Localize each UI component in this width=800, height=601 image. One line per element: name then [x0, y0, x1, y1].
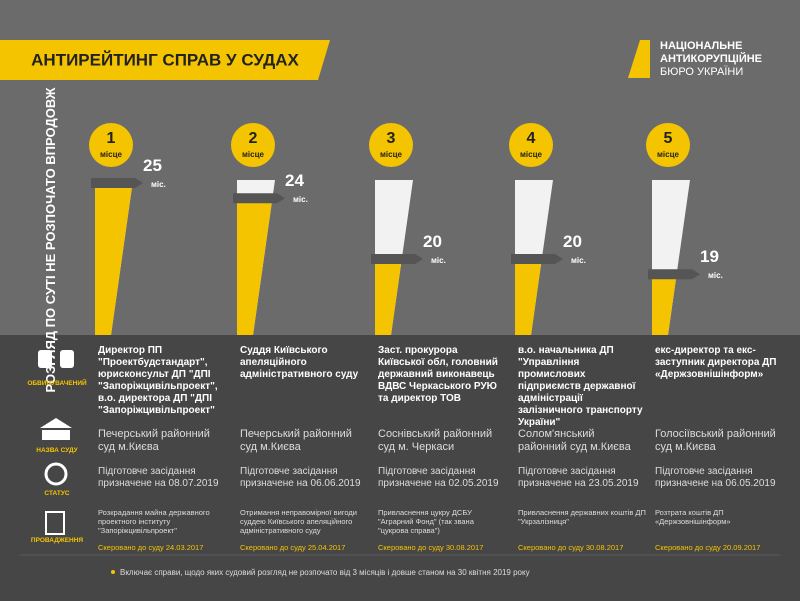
sent-date: Скеровано до суду 30.08.2017 — [378, 543, 484, 552]
place-badge — [646, 123, 690, 167]
place-label: місце — [520, 150, 543, 159]
marker — [91, 178, 143, 188]
accused: Суддя Київського апеляційного адміністра… — [240, 345, 359, 380]
accused: Заст. прокурора Київської обл, головний … — [378, 345, 498, 404]
value: 24 — [285, 171, 304, 190]
logo-line: БЮРО УКРАЇНИ — [660, 66, 743, 78]
icon-fist — [38, 350, 52, 368]
bullet — [111, 570, 115, 574]
sent-date: Скеровано до суду 25.04.2017 — [240, 543, 346, 552]
row-label: ПРОВАДЖЕННЯ — [30, 537, 84, 544]
title-band — [0, 40, 330, 80]
place-badge — [89, 123, 133, 167]
icon-fist — [60, 350, 74, 368]
bar — [515, 259, 542, 335]
icon-status — [44, 462, 68, 486]
unit: міс. — [708, 271, 723, 280]
place: 1 — [107, 130, 116, 147]
place-badge — [231, 123, 275, 167]
unit: міс. — [571, 256, 586, 265]
place-badge — [369, 123, 413, 167]
sent-date: Скеровано до суду 30.08.2017 — [518, 543, 624, 552]
side-label: РОЗГЛЯД ПО СУТІ НЕ РОЗПОЧАТО ВПРОДОВЖ — [43, 87, 58, 392]
bar — [652, 274, 677, 335]
case: Розкрадання майна державного проектного … — [98, 508, 210, 535]
place: 3 — [387, 130, 396, 147]
icon-case — [45, 511, 65, 535]
court: Солом'янський районний суд м.Києва — [518, 428, 631, 454]
bar — [237, 198, 273, 335]
place-label: місце — [380, 150, 403, 159]
place-badge — [509, 123, 553, 167]
unit: міс. — [151, 180, 166, 189]
sent-date: Скеровано до суду 20.09.2017 — [655, 543, 761, 552]
logo-mark — [628, 40, 650, 78]
place-label: місце — [242, 150, 265, 159]
value: 20 — [423, 232, 442, 251]
place-label: місце — [657, 150, 680, 159]
icon-court — [42, 430, 70, 440]
marker — [648, 269, 700, 280]
status: Підготовче засідання призначене на 06.05… — [655, 466, 776, 489]
court: Печерський районний суд м.Києва — [98, 428, 210, 454]
case: Привласнення цукру ДСБУ "Аграрний Фонд" … — [378, 508, 474, 535]
logo-line: АНТИКОРУПЦІЙНЕ — [660, 52, 762, 65]
place: 2 — [249, 130, 258, 147]
row-label: СТАТУС — [44, 490, 70, 497]
place: 4 — [527, 130, 536, 147]
status: Підготовче засідання призначене на 02.05… — [378, 466, 499, 489]
court: Печерський районний суд м.Києва — [240, 428, 352, 454]
footnote: Включає справи, щодо яких судовий розгля… — [120, 568, 530, 577]
status: Підготовче засідання призначене на 08.07… — [98, 466, 219, 489]
accused: екс-директор та екс-заступник директора … — [655, 345, 777, 380]
sent-date: Скеровано до суду 24.03.2017 — [98, 543, 204, 552]
case: Розтрата коштів ДП «Держзовнішінформ» — [655, 508, 731, 526]
marker — [233, 193, 285, 204]
value: 20 — [563, 232, 582, 251]
case: Привласнення державних коштів ДП "Укрзал… — [518, 508, 646, 526]
row-label: НАЗВА СУДУ — [36, 447, 78, 454]
place-label: місце — [100, 150, 123, 159]
icons — [38, 350, 74, 535]
court: Голосіївський районний суд м.Києва — [655, 428, 776, 454]
bar — [95, 183, 133, 335]
bar — [375, 259, 402, 335]
court: Соснівський районний суд м. Черкаси — [378, 428, 493, 454]
value: 19 — [700, 247, 719, 266]
icon-court — [40, 418, 72, 428]
marker — [511, 254, 563, 264]
accused: в.о. начальника ДП "Управління промислов… — [518, 345, 643, 428]
status: Підготовче засідання призначене на 06.06… — [240, 466, 361, 489]
value: 25 — [143, 156, 162, 175]
marker — [371, 254, 423, 264]
row-label: ОБВИНУВАЧЕНИЙ — [27, 380, 87, 387]
unit: міс. — [431, 256, 446, 265]
status: Підготовче засідання призначене на 23.05… — [518, 466, 639, 489]
title: АНТИРЕЙТИНГ СПРАВ У СУДАХ — [31, 50, 299, 69]
place: 5 — [664, 130, 673, 147]
logo-line: НАЦІОНАЛЬНЕ — [660, 40, 742, 52]
accused: Директор ПП "Проектбудстандарт", юрискон… — [98, 345, 218, 416]
lower-panel — [0, 335, 800, 601]
case: Отримання неправомірної вигоди суддею Ки… — [240, 508, 357, 535]
unit: міс. — [293, 195, 308, 204]
